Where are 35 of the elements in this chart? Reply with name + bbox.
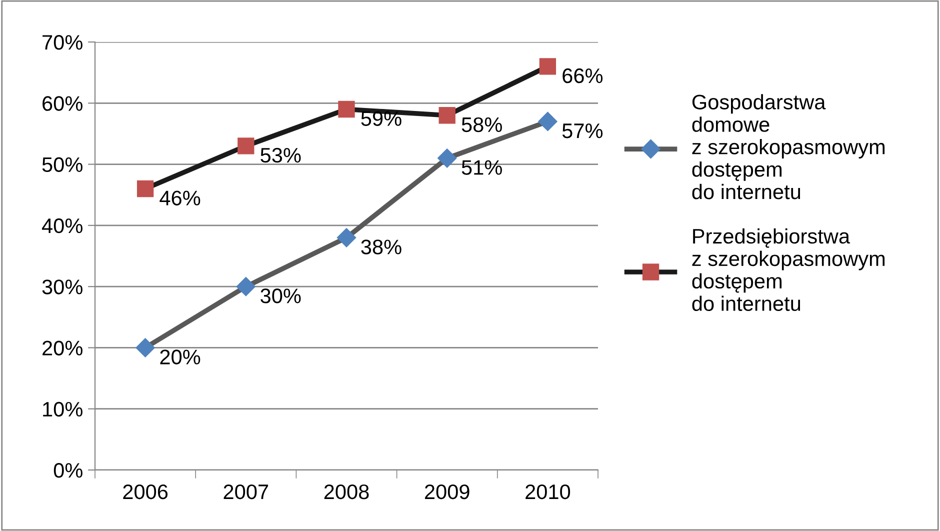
y-tick-label: 40%	[42, 218, 82, 234]
x-tick-label: 2006	[123, 484, 168, 500]
point	[236, 277, 256, 296]
y-tick-label: 10%	[43, 402, 82, 417]
point	[136, 338, 155, 358]
point	[438, 148, 457, 168]
y-tick-label: 70%	[42, 35, 82, 50]
point	[538, 112, 558, 132]
data-label: 20%	[160, 350, 200, 364]
y-tick-label: 20%	[42, 340, 82, 356]
point	[539, 58, 556, 75]
data-label: 58%	[462, 117, 502, 132]
data-label: 30%	[260, 288, 301, 304]
point	[336, 228, 356, 248]
data-label: 59%	[361, 111, 402, 126]
data-label: 51%	[462, 160, 502, 175]
point	[438, 107, 456, 124]
x-tick-label: 2009	[424, 484, 470, 500]
data-label: 66%	[562, 68, 603, 84]
data-label: 53%	[260, 148, 301, 163]
data-label: 57%	[562, 124, 603, 138]
y-tick-label: 60%	[42, 96, 82, 111]
legend-label: Gospodarstwa domowe z szerokopasmowym dostępem do internetu	[692, 94, 885, 200]
data-label: 38%	[361, 240, 402, 254]
point	[136, 180, 154, 198]
point	[338, 100, 355, 118]
x-tick-label: 2008	[324, 484, 369, 500]
data-label: 46%	[160, 190, 200, 206]
point	[238, 138, 254, 154]
legend-label: Przedsiębiorstwa z szerokopasmowym dostępem do internetu	[692, 228, 885, 312]
y-tick-label: 30%	[42, 280, 82, 294]
y-tick-label: 0%	[54, 463, 82, 478]
x-tick-label: 2010	[526, 484, 570, 500]
x-tick-label: 2007	[224, 484, 268, 500]
y-tick-label: 50%	[42, 157, 82, 172]
